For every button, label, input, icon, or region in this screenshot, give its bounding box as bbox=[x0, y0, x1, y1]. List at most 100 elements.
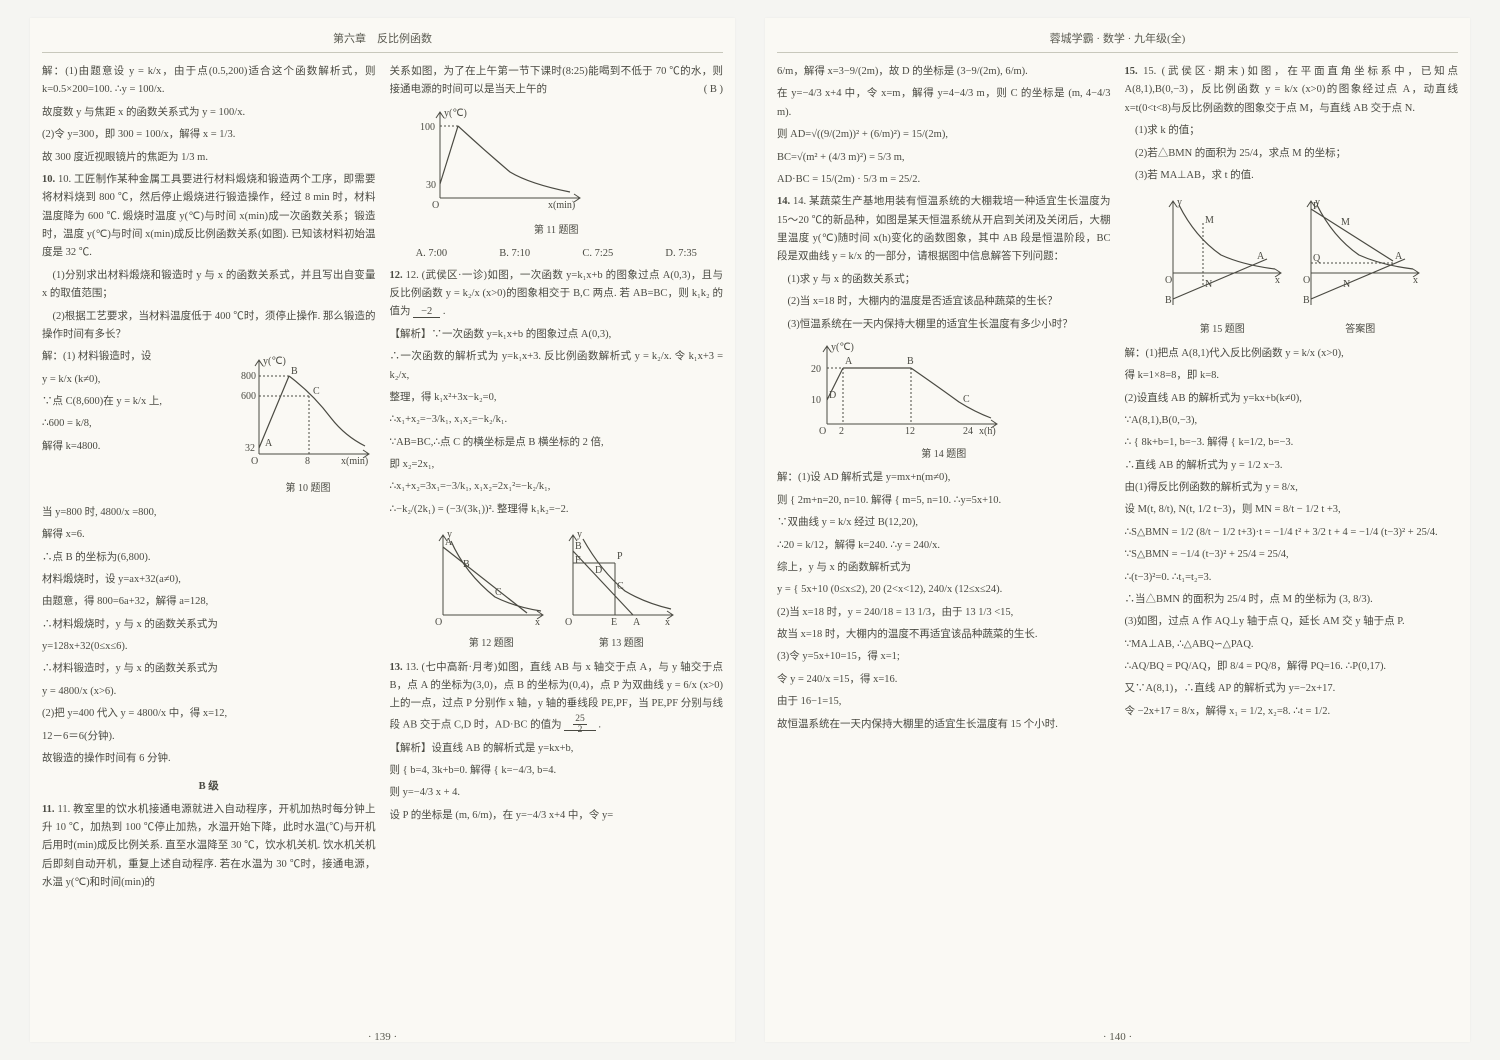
s14g: (2)当 x=18 时，y = 240/18 = 13 1/3，由于 13 1/… bbox=[777, 604, 1111, 622]
fig10-B: B bbox=[291, 366, 298, 377]
rp1-p2: 在 y=−4/3 x+4 中，令 x=m，解得 y=4−4/3 m，则 C 的坐… bbox=[777, 85, 1111, 122]
q11: 11. 11. 教室里的饮水机接通电源就进入自动程序，开机加热时每分钟上升 10… bbox=[42, 801, 376, 893]
s12c: 整理，得 k₁x²+3x−k₂=0, bbox=[390, 389, 724, 407]
s14b: 则 { 2m+n=20, n=10. 解得 { m=5, n=10. ∴y=5x… bbox=[777, 492, 1111, 510]
fig13-O: O bbox=[565, 617, 572, 628]
fig13-C: C bbox=[617, 581, 624, 592]
fig15R-A: A bbox=[1395, 251, 1403, 262]
lp1-p2: 故度数 y 与焦距 x 的函数关系式为 y = 100/x. bbox=[42, 104, 376, 122]
s15n: ∵MA⊥AB, ∴△ABQ∽△PAQ. bbox=[1125, 636, 1459, 654]
s13b: 则 { b=4, 3k+b=0. 解得 { k=−4/3, b=4. bbox=[390, 762, 724, 780]
chC: C. 7:25 bbox=[582, 245, 613, 263]
lp2-p1-text: 关系如图，为了在上午第一节下课时(8:25)能喝到不低于 70 ℃的水，则接通电… bbox=[390, 66, 724, 95]
s10n: y = 4800/x (x>6). bbox=[42, 683, 376, 701]
chD: D. 7:35 bbox=[665, 245, 697, 263]
fig14-24: 24 bbox=[963, 426, 973, 437]
s14l: 故恒温系统在一天内保持大棚里的适宜生长温度有 15 个小时. bbox=[777, 716, 1111, 734]
fig15R-O: O bbox=[1303, 275, 1310, 286]
left-pagenum: · 139 · bbox=[42, 1031, 723, 1043]
q13-text: 13. (七中高新·月考)如图，直线 AB 与 x 轴交于点 A，与 y 轴交于… bbox=[390, 662, 724, 730]
fig10: 800 600 32 O 8 x(min) y(℃) A B C bbox=[241, 354, 376, 474]
s10c: ∵点 C(8,600)在 y = k/x 上, bbox=[42, 393, 235, 411]
s14i: (3)令 y=5x+10=15，得 x=1; bbox=[777, 648, 1111, 666]
fig10-x8: 8 bbox=[305, 456, 310, 467]
q14c: (3)恒温系统在一天内保持大棚里的适宜生长温度有多少小时？ bbox=[777, 316, 1111, 334]
s14h: 故当 x=18 时，大棚内的温度不再适宜该品种蔬菜的生长. bbox=[777, 626, 1111, 644]
fig13-y: y bbox=[577, 529, 582, 540]
fig14-xlbl: x(h) bbox=[979, 426, 996, 437]
fig15R-N: N bbox=[1343, 279, 1350, 290]
q11-text: 11. 教室里的饮水机接通电源就进入自动程序，开机加热时每分钟上升 10 ℃，加… bbox=[42, 804, 376, 889]
s10p: 12－6＝6(分钟). bbox=[42, 728, 376, 746]
fig15L-A: A bbox=[1257, 251, 1265, 262]
lp1-p3: (2)令 y=300，即 300 = 100/x，解得 x = 1/3. bbox=[42, 126, 376, 144]
s15h: 设 M(t, 8/t), N(t, 1/2 t−3)，则 MN = 8/t − … bbox=[1125, 501, 1459, 519]
s12e: ∵AB=BC,∴点 C 的横坐标是点 B 横坐标的 2 倍, bbox=[390, 434, 724, 452]
fig13-cap: 第 13 题图 bbox=[561, 635, 681, 653]
lp-col2: 关系如图，为了在上午第一节下课时(8:25)能喝到不低于 70 ℃的水，则接通电… bbox=[390, 63, 724, 1023]
s13c: 则 y=−4/3 x + 4. bbox=[390, 784, 724, 802]
s15a: 解：(1)把点 A(8,1)代入反比例函数 y = k/x (x>0), bbox=[1125, 345, 1459, 363]
fig10-y800: 800 bbox=[241, 371, 256, 382]
fig14-20: 20 bbox=[811, 364, 821, 375]
s15k: ∴(t−3)²=0. ∴t₁=t₂=3. bbox=[1125, 569, 1459, 587]
rp1-p3: 则 AD=√((9/(2m))² + (6/m)²) = 15/(2m), bbox=[777, 126, 1111, 144]
fig14-D: D bbox=[829, 390, 836, 401]
fig15L-cap: 第 15 题图 bbox=[1157, 321, 1287, 339]
s10k: ∴材料煅烧时，y 与 x 的函数关系式为 bbox=[42, 616, 376, 634]
fig15L-O: O bbox=[1165, 275, 1172, 286]
s14a: 解：(1)设 AD 解析式是 y=mx+n(m≠0), bbox=[777, 469, 1111, 487]
q13: 13. 13. (七中高新·月考)如图，直线 AB 与 x 轴交于点 A，与 y… bbox=[390, 659, 724, 736]
fig13-A: A bbox=[633, 617, 641, 628]
fig11-xlbl: x(min) bbox=[548, 200, 575, 211]
fig10-xlabel: x(min) bbox=[341, 456, 368, 467]
fig14-C: C bbox=[963, 394, 970, 405]
q12-blank: −2 bbox=[413, 306, 440, 318]
fig10-A: A bbox=[265, 438, 273, 449]
q15a: (1)求 k 的值； bbox=[1125, 122, 1459, 140]
q10: 10. 10. 工匠制作某种金属工具要进行材料煅烧和锻造两个工序，即需要将材料烧… bbox=[42, 171, 376, 263]
s12d: ∴x₁+x₂=−3/k₁, x₁x₂=−k₂/k₁. bbox=[390, 411, 724, 429]
fig12-C: C bbox=[495, 587, 502, 598]
s10l: y=128x+32(0≤x≤6). bbox=[42, 638, 376, 656]
s15d: ∵A(8,1),B(0,−3), bbox=[1125, 412, 1459, 430]
fig10-O: O bbox=[251, 456, 258, 467]
q15b: (2)若△BMN 的面积为 25/4，求点 M 的坐标； bbox=[1125, 145, 1459, 163]
s15g: 由(1)得反比例函数的解析式为 y = 8/x, bbox=[1125, 479, 1459, 497]
s10j: 由题意，得 800=6a+32，解得 a=128, bbox=[42, 593, 376, 611]
s14d: ∴20 = k/12，解得 k=240. ∴y = 240/x. bbox=[777, 537, 1111, 555]
s10d: ∴600 = k/8, bbox=[42, 415, 235, 433]
s10g: 解得 x=6. bbox=[42, 526, 376, 544]
s10a: 解：(1) 材料锻造时，设 bbox=[42, 348, 235, 366]
fig15L: O M A N B x y bbox=[1157, 195, 1287, 315]
s12a: 【解析】∵一次函数 y=k₁x+b 的图象过点 A(0,3), bbox=[390, 326, 724, 344]
chB: B. 7:10 bbox=[499, 245, 530, 263]
s13d: 设 P 的坐标是 (m, 6/m)，在 y=−4/3 x+4 中，令 y= bbox=[390, 807, 724, 825]
fig15R-cap: 答案图 bbox=[1295, 321, 1425, 339]
q15-text: 15. (武侯区·期末)如图，在平面直角坐标系中，已知点 A(8,1),B(0,… bbox=[1125, 66, 1459, 114]
fig15R-Q: Q bbox=[1313, 253, 1321, 264]
fig15L-y: y bbox=[1177, 197, 1182, 208]
fig15L-B: B bbox=[1165, 295, 1172, 306]
s10i: 材料煅烧时，设 y=ax+32(a≠0), bbox=[42, 571, 376, 589]
lp1-p1: 解：(1)由题意设 y = k/x，由于点(0.5,200)适合这个函数解析式，… bbox=[42, 63, 376, 100]
fig11-cap: 第 11 题图 bbox=[390, 222, 724, 240]
s12b: ∴一次函数的解析式为 y=k₁x+3. 反比例函数解析式 y = k₂/x. 令… bbox=[390, 348, 724, 385]
fig13-E: E bbox=[611, 617, 617, 628]
fig15R: O P M A Q N B x y bbox=[1295, 195, 1425, 315]
s14c: ∵双曲线 y = k/x 经过 B(12,20), bbox=[777, 514, 1111, 532]
fig14-10: 10 bbox=[811, 395, 821, 406]
q14a: (1)求 y 与 x 的函数关系式； bbox=[777, 271, 1111, 289]
fig15L-N: N bbox=[1205, 279, 1212, 290]
fig15R-B: B bbox=[1303, 295, 1310, 306]
fig13-F: F bbox=[575, 555, 581, 566]
right-pagenum: · 140 · bbox=[777, 1031, 1458, 1043]
s10e: 解得 k=4800. bbox=[42, 438, 235, 456]
s10b: y = k/x (k≠0), bbox=[42, 371, 235, 389]
fig14-2: 2 bbox=[839, 426, 844, 437]
s15e: ∴ { 8k+b=1, b=−3. 解得 { k=1/2, b=−3. bbox=[1125, 434, 1459, 452]
fig13-B: B bbox=[575, 541, 582, 552]
s12g: ∴x₁+x₂=3x₁=−3/k₁, x₁x₂=2x₁²=−k₂/k₁, bbox=[390, 478, 724, 496]
s15o: ∴AQ/BQ = PQ/AQ，即 8/4 = PQ/8，解得 PQ=16. ∴P… bbox=[1125, 658, 1459, 676]
s14j: 令 y = 240/x =15，得 x=16. bbox=[777, 671, 1111, 689]
